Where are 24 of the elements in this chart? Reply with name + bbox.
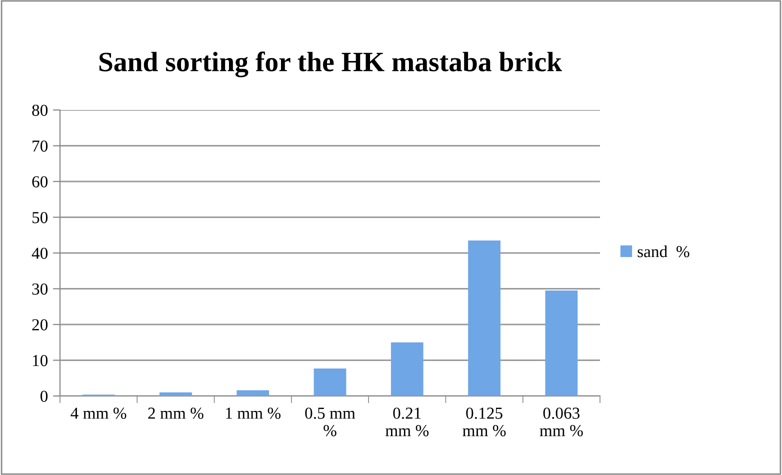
x-tick-label: 0.5 mm % [305, 408, 356, 436]
y-tick-label: 20 [32, 319, 48, 330]
x-tick-label: 2 mm % [148, 408, 204, 419]
y-tick-label: 0 [40, 390, 48, 402]
y-tick-label: 40 [32, 248, 48, 259]
y-tick-label: 70 [32, 140, 48, 152]
bar [468, 240, 500, 396]
y-tick-label: 60 [32, 176, 48, 188]
y-tick-label: 50 [32, 212, 48, 224]
bar [236, 390, 270, 396]
chart-title: Sand sorting for the HK mastaba brick [99, 52, 562, 78]
y-tick-label: 30 [32, 283, 48, 295]
bar [545, 290, 578, 396]
x-tick-label: 0.125 mm % [462, 408, 506, 436]
legend-label: sand % [638, 245, 690, 258]
bar [390, 342, 424, 396]
x-tick-label: 0.21 mm % [386, 408, 429, 436]
x-tick-label: 4 mm % [70, 408, 126, 419]
y-tick-label: 10 [32, 354, 48, 366]
x-tick-label: 1 mm % [226, 408, 281, 419]
bar [160, 392, 192, 396]
bar [314, 368, 346, 396]
y-tick-label: 80 [32, 104, 48, 116]
x-tick-label: 0.063 mm % [540, 408, 583, 436]
